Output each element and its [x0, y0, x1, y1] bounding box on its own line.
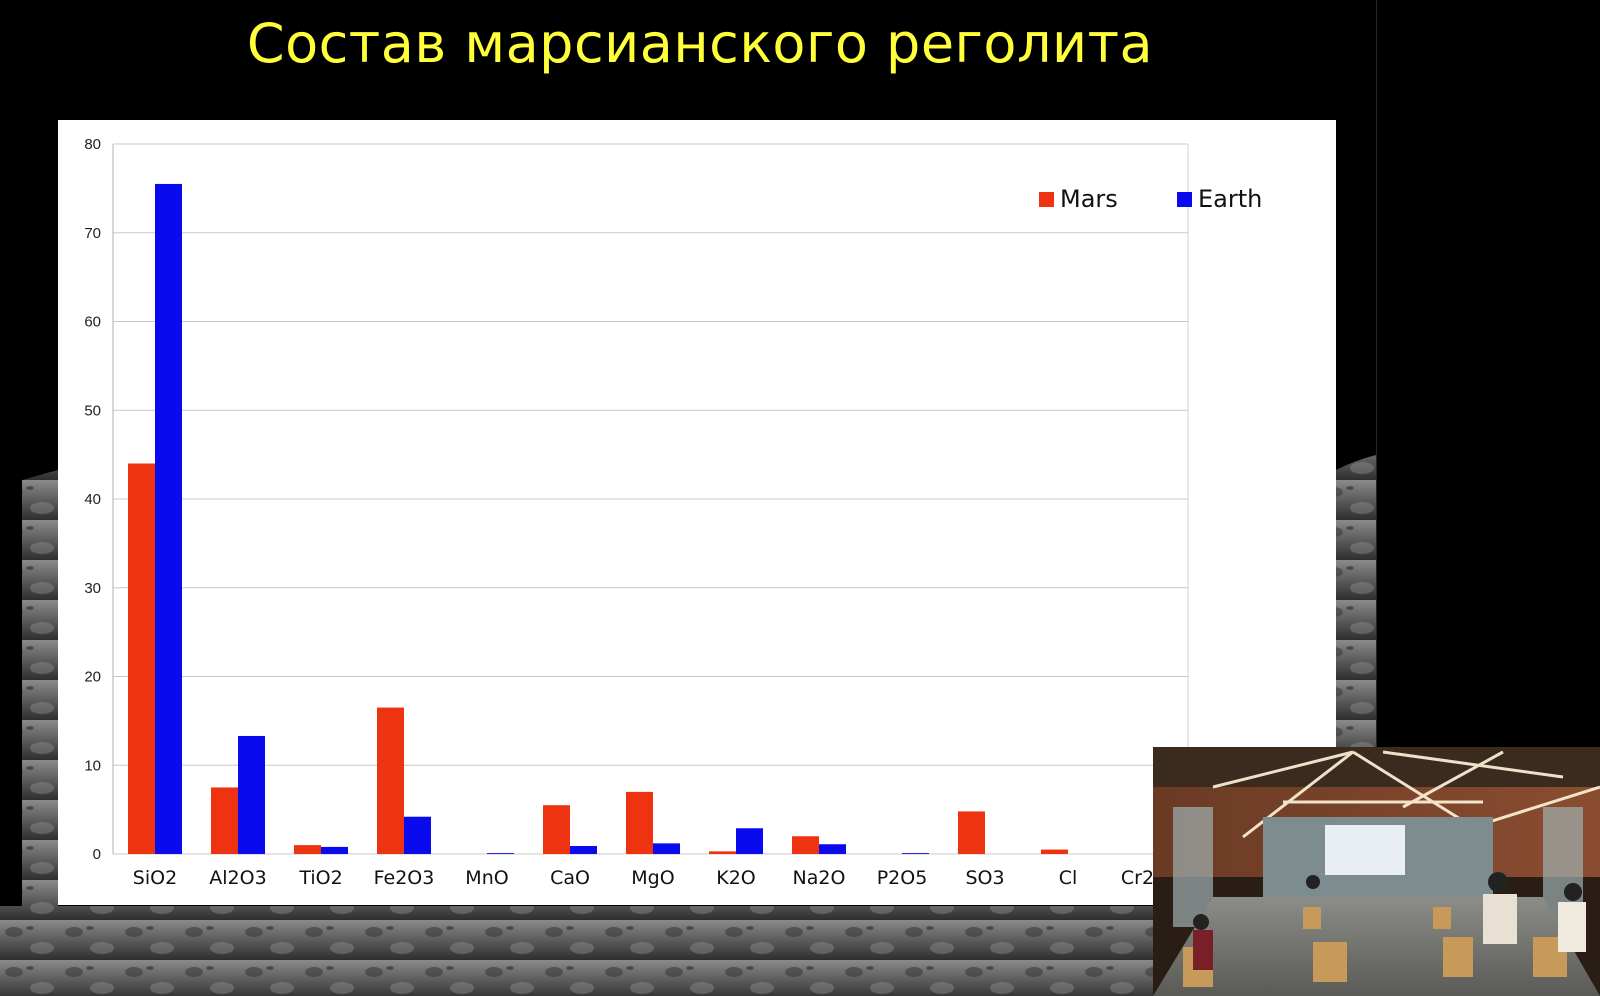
bar-mars [1041, 849, 1068, 854]
x-tick-label: Na2O [793, 867, 846, 889]
x-tick-label: SiO2 [133, 867, 177, 889]
bar-mars [377, 707, 404, 854]
y-tick-label: 10 [84, 757, 101, 774]
divider [1376, 0, 1377, 747]
bar-mars [958, 811, 985, 854]
y-tick-label: 30 [84, 580, 101, 597]
bar-earth [653, 843, 680, 854]
legend-swatch-earth [1177, 192, 1192, 207]
y-tick-label: 0 [93, 846, 101, 863]
bar-earth [736, 828, 763, 854]
bar-earth [819, 844, 846, 854]
x-tick-label: Fe2O3 [374, 867, 435, 889]
bar-mars [128, 463, 155, 854]
bar-mars [709, 851, 736, 854]
y-tick-label: 70 [84, 225, 101, 242]
bar-chart: 0 10 20 30 40 50 60 70 80 SiO2 Al2O3 TiO2 Fe2O3 MnO Ca… [84, 136, 1262, 889]
legend-label-mars: Mars [1060, 185, 1118, 213]
y-tick-label: 50 [84, 402, 101, 419]
bar-mars [626, 791, 653, 854]
y-tick-label: 40 [84, 491, 101, 508]
x-tick-label: Al2O3 [209, 867, 266, 889]
x-tick-label: SO3 [965, 867, 1004, 889]
bar-earth [238, 735, 265, 854]
bar-mars [294, 845, 321, 854]
y-tick-label: 20 [84, 669, 101, 686]
bar-earth [487, 853, 514, 854]
legend-swatch-mars [1039, 192, 1054, 207]
x-tick-label: CaO [550, 867, 590, 889]
bar-earth [902, 853, 929, 854]
bar-mars [211, 787, 238, 854]
legend-label-earth: Earth [1198, 185, 1262, 213]
bar-mars [792, 836, 819, 854]
y-tick-label: 60 [84, 314, 101, 331]
x-tick-label: K2O [716, 867, 756, 889]
chart-panel: 0 10 20 30 40 50 60 70 80 SiO2 Al2O3 TiO2 Fe2O3 MnO Ca… [58, 120, 1336, 905]
lecture-room-video [1153, 747, 1600, 996]
x-tick-label: MgO [631, 867, 674, 889]
x-tick-label: MnO [465, 867, 508, 889]
video-inset [1153, 747, 1600, 996]
bar-earth [404, 816, 431, 854]
bar-earth [570, 846, 597, 854]
slide-title: Состав марсианского реголита [246, 12, 1154, 75]
bar-mars [543, 805, 570, 854]
bar-earth [155, 183, 182, 854]
bar-earth [321, 846, 348, 854]
x-tick-label: P2O5 [877, 867, 928, 889]
x-tick-label: TiO2 [298, 867, 342, 889]
black-margin [1376, 0, 1600, 747]
x-tick-label: Cl [1059, 867, 1078, 889]
y-tick-label: 80 [84, 136, 101, 153]
